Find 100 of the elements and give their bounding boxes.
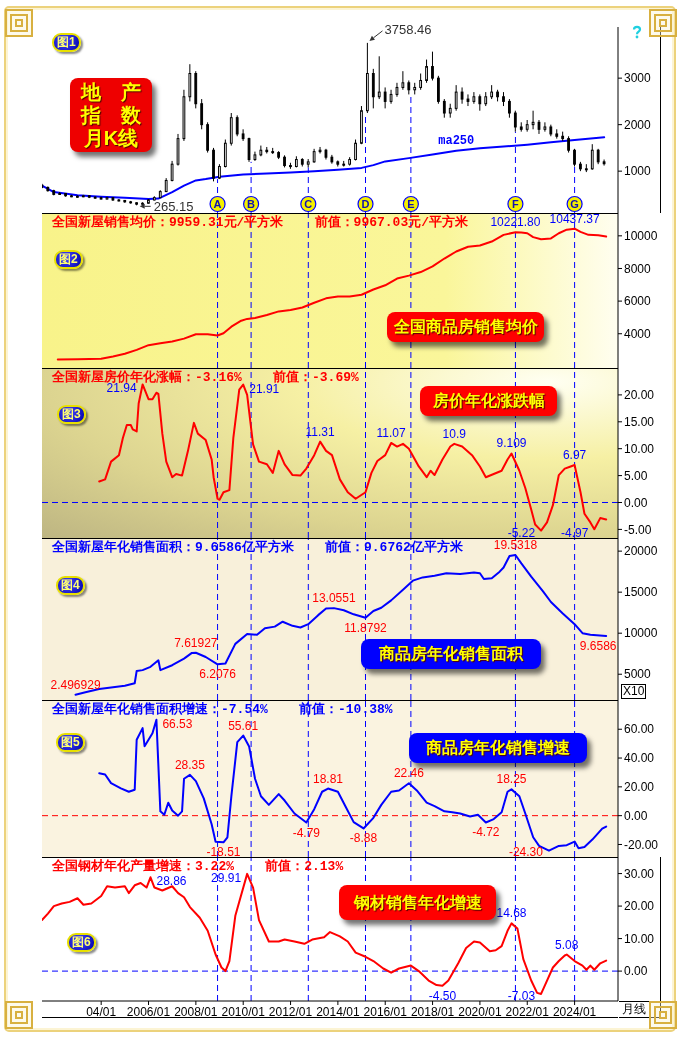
candlestick bbox=[531, 110, 535, 130]
candlestick bbox=[442, 98, 446, 119]
y-tick-label: 0.00 bbox=[624, 964, 648, 979]
ref-line-label: F bbox=[512, 198, 520, 210]
candlestick bbox=[188, 63, 192, 102]
y-tick-label: 10000 bbox=[624, 626, 658, 641]
annotation: 19.5318 bbox=[493, 537, 538, 552]
annotation: 66.53 bbox=[162, 716, 193, 731]
candlestick bbox=[401, 70, 405, 91]
y-tick-label: 0.00 bbox=[624, 808, 648, 823]
candlestick bbox=[460, 86, 464, 105]
candlestick bbox=[513, 110, 517, 133]
annotation: 11.07 bbox=[376, 425, 407, 440]
annotation: 11.31 bbox=[305, 424, 336, 439]
annotation: 9.6586 bbox=[579, 639, 617, 653]
candlestick bbox=[223, 139, 227, 168]
annotation: -24.30 bbox=[508, 845, 544, 859]
annotation: -4.50 bbox=[428, 988, 457, 1003]
candlestick bbox=[590, 143, 594, 171]
annotation: 18.25 bbox=[496, 772, 527, 787]
annotation: -4.79 bbox=[292, 825, 321, 840]
y-tick-label: 2000 bbox=[624, 117, 652, 132]
annotation: 6.97 bbox=[562, 448, 587, 462]
y-tick-label: 15.00 bbox=[624, 415, 655, 430]
candlestick bbox=[241, 128, 245, 142]
candlestick bbox=[466, 93, 470, 107]
annotation: 28.86 bbox=[156, 874, 187, 889]
text: 月线 bbox=[621, 1002, 647, 1016]
x-tick-label: 04/01 bbox=[86, 1004, 117, 1019]
annotation: -5.22 bbox=[507, 526, 536, 540]
ref-line-label: D bbox=[361, 198, 370, 210]
y-tick-label: 60.00 bbox=[624, 722, 655, 737]
annotation: 图3 bbox=[57, 405, 86, 424]
y-tick-label: 3000 bbox=[624, 71, 652, 86]
annotation: 图4 bbox=[56, 576, 85, 595]
annotation: 28.35 bbox=[174, 757, 206, 772]
annotation: -18.51 bbox=[206, 845, 241, 860]
annotation: 265.15 bbox=[153, 199, 194, 215]
annotation: 11.8792 bbox=[344, 620, 388, 635]
annotation: -7.03 bbox=[507, 989, 536, 1003]
y-tick-label: 4000 bbox=[624, 327, 652, 341]
candlestick bbox=[437, 75, 440, 105]
y-tick-label: 20000 bbox=[624, 544, 658, 559]
chart-subtitle: 全国新屋房价年化涨幅：-3.16% 前值：-3.69% bbox=[52, 370, 359, 385]
candlestick bbox=[247, 137, 251, 163]
y-tick-label: 30.00 bbox=[624, 866, 655, 881]
annotation: 3758.46 bbox=[384, 21, 432, 37]
annotation: 10.9 bbox=[442, 426, 467, 441]
y-tick-label: 10.00 bbox=[624, 931, 655, 946]
candlestick bbox=[508, 98, 511, 119]
text: 商品房年化销售面积 bbox=[379, 645, 523, 663]
x-tick-label: 2008/01 bbox=[174, 1004, 218, 1019]
annotation: 图1 bbox=[52, 33, 81, 52]
candlestick bbox=[371, 68, 375, 109]
annotation: -8.88 bbox=[349, 831, 378, 846]
y-tick-label: 0.00 bbox=[624, 495, 648, 510]
x-tick-label: 2006/01 bbox=[126, 1004, 171, 1019]
candlestick bbox=[383, 86, 387, 109]
candlestick bbox=[543, 121, 547, 133]
chart-subtitle: 全国新屋年化销售面积增速：-7.54% 前值：-10.38% bbox=[52, 702, 393, 717]
x-tick-label: 2024/01 bbox=[552, 1004, 597, 1019]
annotation: 2.496929 bbox=[50, 677, 101, 692]
annotation: 22.46 bbox=[393, 766, 425, 781]
x-tick-label: 2010/01 bbox=[221, 1004, 266, 1019]
series-label: ma250 bbox=[438, 133, 475, 148]
candlestick bbox=[472, 91, 476, 105]
annotation: 6.2076 bbox=[199, 667, 237, 682]
y-tick-label: 5000 bbox=[624, 667, 652, 682]
annotation: -4.97 bbox=[560, 526, 589, 540]
text: X10 bbox=[621, 684, 647, 699]
annotation: -4.72 bbox=[472, 825, 500, 840]
text: 全国商品房销售均价 bbox=[393, 318, 538, 336]
candlestick bbox=[200, 98, 204, 130]
annotation: 图5 bbox=[56, 733, 85, 752]
annotation: 图2 bbox=[54, 250, 83, 269]
candlestick bbox=[235, 114, 239, 137]
chart-subtitle: 全国新屋年化销售面积：9.6586亿平方米 前值：9.6762亿平方米 bbox=[52, 540, 463, 555]
y-tick-label: 5.00 bbox=[624, 468, 648, 483]
annotation: 10221.80 bbox=[490, 215, 541, 230]
text: 地 产指 数月K线 bbox=[79, 80, 142, 150]
y-tick-label: 6000 bbox=[624, 294, 652, 309]
y-tick-label: 10000 bbox=[624, 229, 658, 244]
text: 钢材销售年化增速 bbox=[353, 893, 482, 912]
ref-line-label: C bbox=[304, 198, 313, 210]
annotation: 18.81 bbox=[313, 771, 344, 786]
y-tick-label: -5.00 bbox=[624, 522, 652, 537]
text: 商品房年化销售增速 bbox=[426, 739, 570, 757]
annotation: 5.08 bbox=[555, 937, 579, 952]
x-tick-label: 2022/01 bbox=[505, 1004, 550, 1019]
candlestick bbox=[377, 55, 381, 100]
annotation: 9.109 bbox=[496, 436, 527, 451]
candlestick bbox=[454, 84, 458, 112]
y-tick-label: 20.00 bbox=[624, 899, 655, 914]
y-tick-label: -20.00 bbox=[624, 837, 659, 852]
y-tick-label: 20.00 bbox=[624, 388, 655, 403]
candlestick bbox=[318, 146, 322, 154]
text: 房价年化涨跌幅 bbox=[432, 392, 545, 410]
y-tick-label: 20.00 bbox=[624, 780, 655, 795]
annotation: 14.68 bbox=[496, 906, 527, 921]
x-tick-label: 2018/01 bbox=[410, 1004, 455, 1019]
